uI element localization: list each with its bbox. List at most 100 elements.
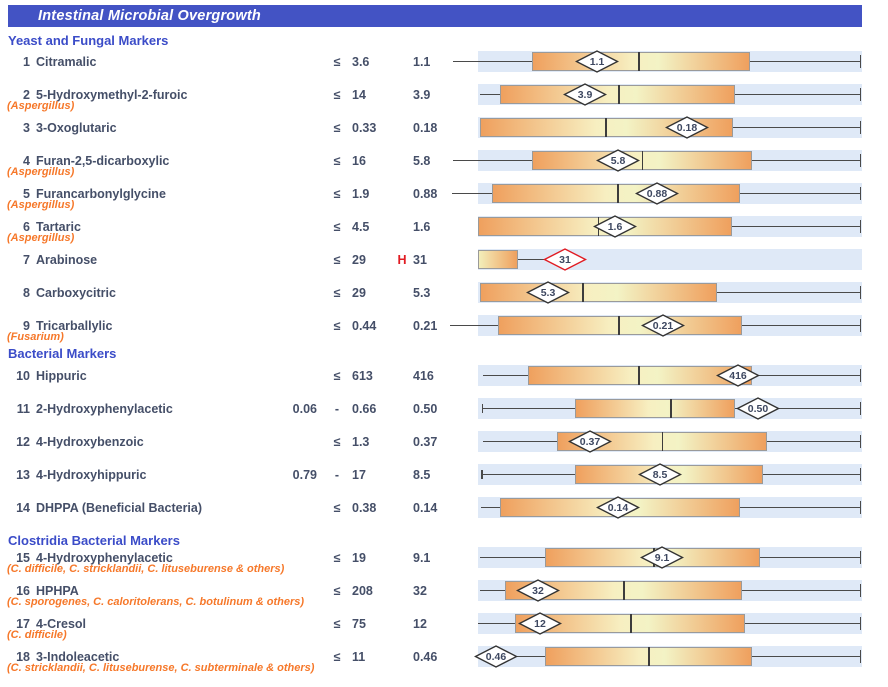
range-plot: 5.3 [478, 281, 862, 304]
marker-name: Citramalic [36, 55, 97, 69]
result-marker-diamond: 0.21 [641, 314, 686, 337]
result-value: 0.37 [413, 435, 438, 449]
marker-number: 1 [23, 55, 30, 69]
marker-number: 4 [23, 154, 30, 168]
result-value: 0.46 [413, 650, 438, 664]
result-marker-diamond: 8.5 [637, 463, 683, 486]
reference-operator: ≤ [333, 369, 341, 383]
result-value: 0.21 [413, 319, 438, 333]
marker-number: 14 [16, 501, 30, 515]
result-marker: 9.1 [639, 545, 684, 570]
result-marker-value: 0.21 [653, 320, 674, 332]
reference-range-high: 75 [352, 617, 366, 631]
result-marker-diamond: 5.8 [596, 149, 641, 172]
marker-row: 5 Furancarbonylglycine (Aspergillus) ≤1.9 0.… [0, 181, 888, 211]
result-marker-diamond: 5.3 [525, 281, 570, 304]
result-marker-value: 0.37 [580, 436, 601, 448]
marker-row: 14 DHPPA (Beneficial Bacteria) ≤0.38 0.14 0.… [0, 496, 888, 519]
result-value: 3.9 [413, 88, 431, 102]
reference-operator: ≤ [333, 650, 341, 664]
whisker-right-tick [859, 650, 862, 663]
result-marker-value: 1.6 [608, 221, 623, 233]
reference-operator: ≤ [333, 253, 341, 267]
reference-range-high: 1.3 [352, 435, 370, 449]
result-marker: 0.37 [568, 429, 613, 454]
median-line [630, 614, 632, 633]
organism-label: (C. stricklandii, C. lituseburense, C. s… [7, 662, 315, 674]
whisker-right-tick [859, 468, 862, 481]
reference-range-high: 0.66 [352, 402, 377, 416]
result-value: 1.6 [413, 220, 431, 234]
marker-row: 3 3-Oxoglutaric ≤0.33 0.18 0.18 [0, 116, 888, 139]
result-marker: 0.21 [641, 313, 686, 338]
range-plot: 32 [478, 579, 862, 602]
whisker-right-tick [859, 435, 862, 448]
marker-row: 11 2-Hydroxyphenylacetic 0.06 -0.66 0.50 0.50 [0, 397, 888, 420]
organism-label: (Aspergillus) [7, 199, 75, 211]
marker-name: Tricarballylic [36, 319, 113, 333]
marker-number: 12 [16, 435, 30, 449]
range-plot: 0.21 [449, 313, 862, 338]
reference-operator: ≤ [333, 435, 341, 449]
result-marker-value: 416 [729, 370, 747, 382]
organism-label: (Aspergillus) [7, 100, 75, 112]
whisker-right-tick [859, 121, 862, 134]
result-marker-value: 31 [559, 254, 571, 266]
result-value: 9.1 [413, 551, 431, 565]
whisker-right-tick [859, 501, 862, 514]
range-plot: 1.6 [478, 215, 862, 238]
result-value: 0.50 [413, 402, 438, 416]
result-marker-diamond: 1.6 [593, 215, 638, 238]
report-title: Intestinal Microbial Overgrowth [38, 8, 261, 24]
reference-operator: ≤ [333, 121, 341, 135]
whisker-right-tick [859, 369, 862, 382]
marker-row: 16 HPHPA (C. sporogenes, C. caloritolerans… [0, 579, 888, 608]
marker-number: 2 [23, 88, 30, 102]
marker-number: 10 [16, 369, 30, 383]
median-line [617, 184, 619, 203]
marker-number: 15 [16, 551, 30, 565]
range-plot: 0.14 [478, 496, 862, 519]
marker-name: Carboxycitric [36, 286, 116, 300]
marker-number: 8 [23, 286, 30, 300]
whisker-right-tick [859, 584, 862, 597]
result-marker-diamond: 31 [543, 248, 588, 271]
organism-label: (Aspergillus) [7, 166, 75, 178]
result-marker: 1.1 [574, 49, 620, 74]
reference-box [575, 399, 735, 418]
reference-operator: - [334, 402, 340, 416]
marker-number: 11 [16, 402, 30, 416]
result-marker: 5.8 [596, 148, 641, 173]
result-value: 0.18 [413, 121, 438, 135]
marker-name: Arabinose [36, 253, 98, 267]
reference-operator: ≤ [333, 286, 341, 300]
range-plot: 12 [478, 612, 862, 635]
result-value: 5.8 [413, 154, 431, 168]
marker-name: 3-Indoleacetic [36, 650, 120, 664]
median-line [582, 283, 584, 302]
result-marker-value: 9.1 [655, 552, 670, 564]
marker-name: Furancarbonylglycine [36, 187, 166, 201]
result-marker: 0.88 [634, 181, 679, 206]
marker-row: 4 Furan-2,5-dicarboxylic (Aspergillus) ≤16 5… [0, 148, 888, 178]
reference-range-high: 29 [352, 253, 366, 267]
marker-name: 4-Hydroxyhippuric [36, 468, 147, 482]
reference-box [532, 52, 750, 71]
organism-label: (C. difficile, C. stricklandii, C. litus… [7, 563, 285, 575]
result-value: 5.3 [413, 286, 431, 300]
range-plot: 9.1 [478, 545, 862, 570]
marker-name: 4-Hydroxyphenylacetic [36, 551, 173, 565]
reference-range-high: 19 [352, 551, 366, 565]
marker-number: 16 [16, 584, 30, 598]
reference-range-high: 4.5 [352, 220, 370, 234]
section-title: Bacterial Markers [8, 346, 117, 361]
reference-range-high: 0.38 [352, 501, 377, 515]
organism-label: (C. difficile) [7, 629, 67, 641]
marker-row: 8 Carboxycitric ≤29 5.3 5.3 [0, 281, 888, 304]
whisker-right-tick [859, 187, 862, 200]
result-marker-value: 12 [534, 618, 546, 630]
result-marker-value: 0.14 [608, 502, 629, 514]
result-marker-diamond: 9.1 [639, 546, 684, 569]
marker-number: 6 [23, 220, 30, 234]
reference-box [499, 85, 735, 104]
